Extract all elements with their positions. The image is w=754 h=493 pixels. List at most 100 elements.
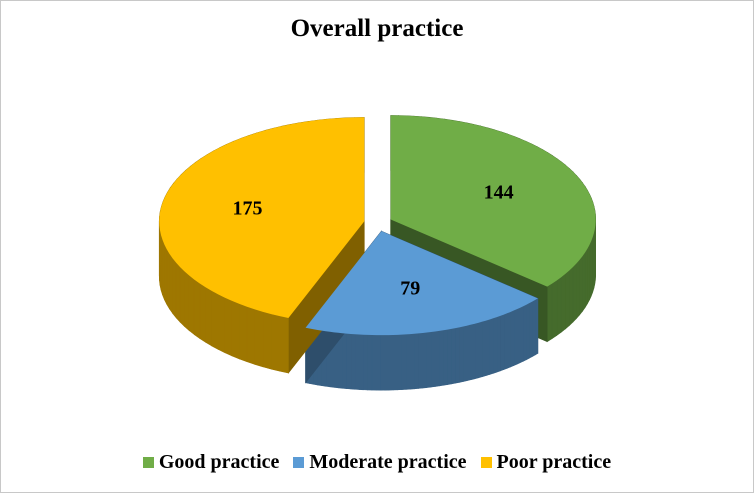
- slice-wall: [522, 304, 527, 362]
- slice-wall: [231, 300, 240, 360]
- slice-wall: [350, 333, 356, 390]
- slice-wall: [354, 333, 360, 390]
- slice-wall: [546, 283, 553, 343]
- slice-wall: [217, 293, 226, 354]
- slice-wall: [254, 308, 264, 368]
- slice-wall: [531, 299, 536, 358]
- slice: [305, 231, 538, 336]
- slice-wall: [451, 327, 456, 385]
- slice-wall: [516, 307, 521, 365]
- slice-wall: [179, 266, 185, 328]
- legend-swatch: [293, 457, 305, 468]
- slice-wall: [270, 313, 281, 372]
- slice-wall: [164, 244, 168, 305]
- slice-wall: [510, 310, 515, 368]
- slice-wall: [569, 266, 574, 327]
- slice-wall: [380, 334, 385, 391]
- data-label: 144: [484, 182, 514, 204]
- slice-wall: [503, 312, 508, 371]
- slice-wall: [397, 334, 402, 391]
- slice-wall: [211, 290, 219, 350]
- slice-wall: [175, 262, 181, 323]
- slice-wall: [224, 297, 233, 357]
- data-label: 175: [232, 198, 262, 220]
- slice-wall: [528, 301, 533, 359]
- slice-wall: [371, 334, 377, 391]
- slice-wall: [363, 334, 368, 391]
- slice-wall: [367, 334, 373, 391]
- slice-wall: [184, 270, 190, 332]
- slice-wall: [279, 315, 289, 374]
- legend: Good practice Moderate practice Poor pract…: [1, 451, 753, 474]
- slice: [159, 117, 365, 319]
- slice-wall: [401, 334, 407, 390]
- data-label: 79: [400, 277, 420, 299]
- slice-wall: [358, 334, 364, 391]
- legend-item: Moderate practice: [293, 451, 467, 474]
- slice-wall: [418, 332, 424, 389]
- slice-wall: [443, 329, 448, 386]
- slice-wall: [388, 334, 394, 391]
- chart-title: Overall practice: [290, 15, 464, 42]
- slice-wall: [551, 279, 558, 340]
- slice-wall: [579, 255, 583, 316]
- slice-wall: [478, 321, 483, 379]
- slice-wall: [193, 278, 201, 340]
- slice-wall: [188, 274, 195, 336]
- slice-wall: [506, 311, 511, 369]
- legend-label: Moderate practice: [309, 451, 467, 473]
- legend-label: Good practice: [158, 451, 280, 473]
- slice-wall: [166, 248, 170, 310]
- slice: [390, 115, 596, 287]
- slice-wall: [587, 244, 590, 304]
- legend-swatch: [480, 457, 492, 468]
- legend-swatch: [142, 457, 154, 468]
- slice-wall: [430, 331, 436, 388]
- slice-wall: [426, 331, 432, 388]
- slice-wall: [346, 333, 352, 390]
- slice-wall: [485, 319, 490, 376]
- slice-wall: [474, 322, 479, 380]
- slice-wall: [422, 332, 428, 389]
- slice-wall: [466, 324, 472, 381]
- slice-wall: [342, 332, 347, 389]
- slice-wall: [392, 334, 398, 391]
- slice-wall: [414, 333, 419, 390]
- slice-wall: [172, 257, 177, 319]
- slice-wall: [455, 326, 460, 384]
- slice-wall: [519, 305, 524, 364]
- slice-wall: [572, 262, 577, 323]
- slice-wall: [496, 315, 501, 373]
- slice-wall: [492, 316, 498, 374]
- slice-wall: [576, 259, 580, 320]
- legend-item: Good practice: [142, 451, 280, 474]
- slice-wall: [169, 252, 173, 315]
- slice-wall: [246, 306, 256, 365]
- legend-label: Poor practice: [496, 451, 612, 473]
- slice-wall: [565, 269, 570, 330]
- slice-wall: [489, 317, 494, 375]
- slice-wall: [405, 333, 411, 390]
- slice-wall: [482, 320, 487, 378]
- slice-wall: [582, 251, 586, 313]
- slice-wall: [462, 325, 468, 382]
- slice-wall: [513, 308, 518, 367]
- slice-wall: [584, 247, 588, 309]
- slice-wall: [438, 329, 444, 387]
- slice-wall: [375, 334, 381, 391]
- legend-item: Poor practice: [480, 451, 612, 474]
- slice-wall: [434, 330, 440, 387]
- slice-wall: [556, 276, 562, 337]
- slice-wall: [534, 297, 539, 356]
- slice-wall: [384, 334, 390, 391]
- slice-wall: [205, 286, 212, 347]
- slice-wall: [337, 332, 343, 389]
- slice-wall: [447, 328, 452, 385]
- slice-wall: [560, 273, 566, 333]
- slice-wall: [262, 311, 272, 370]
- slice-wall: [239, 303, 248, 363]
- slice-wall: [470, 323, 476, 381]
- slice-wall: [500, 314, 505, 372]
